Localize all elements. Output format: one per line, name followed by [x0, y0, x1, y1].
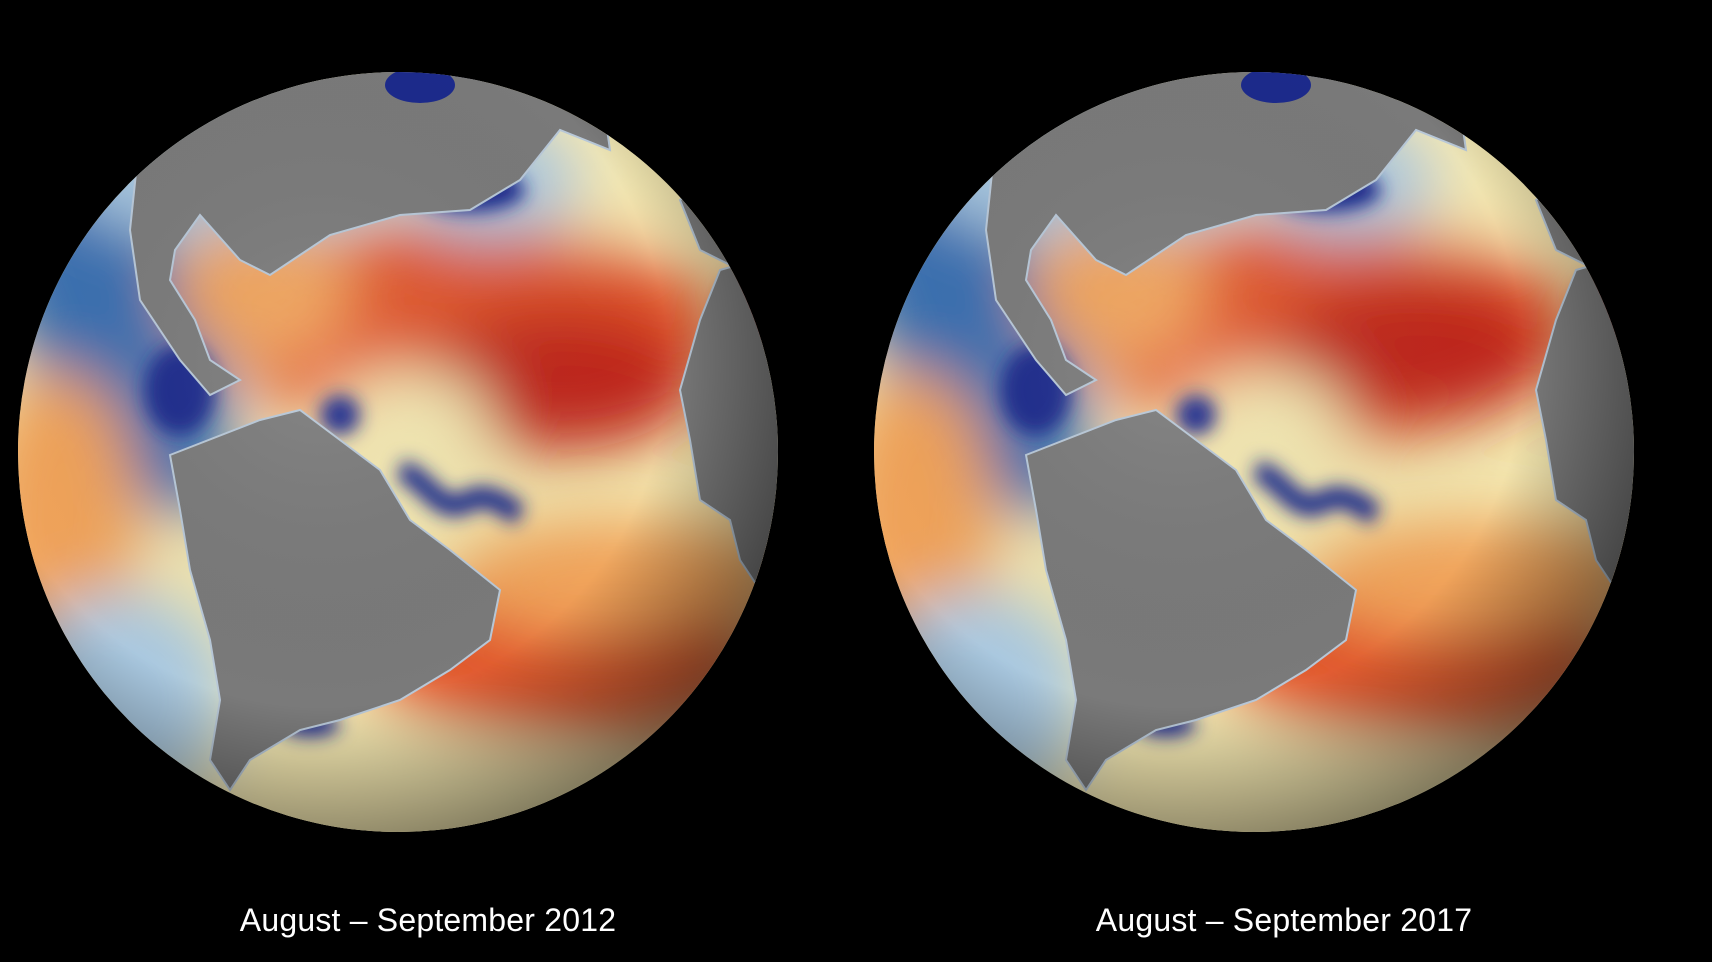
caption-2017: August – September 2017: [1095, 902, 1473, 938]
globe-map-2012: [18, 72, 778, 832]
globe-shading: [874, 72, 1634, 832]
globe-map-2017: [874, 72, 1634, 832]
globe-panel-2012: August – September 2012: [18, 72, 778, 938]
globe-panel-2017: August – September 2017: [856, 0, 1712, 962]
globe-shading: [18, 72, 778, 832]
caption-2012: August – September 2012: [239, 902, 617, 938]
